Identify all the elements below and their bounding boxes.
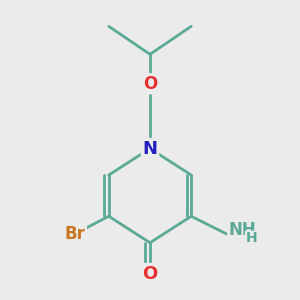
Text: O: O bbox=[143, 75, 157, 93]
Text: NH: NH bbox=[228, 221, 256, 239]
Text: H: H bbox=[246, 231, 257, 245]
Text: O: O bbox=[142, 265, 158, 283]
Text: Br: Br bbox=[64, 225, 86, 243]
Text: N: N bbox=[142, 140, 158, 158]
